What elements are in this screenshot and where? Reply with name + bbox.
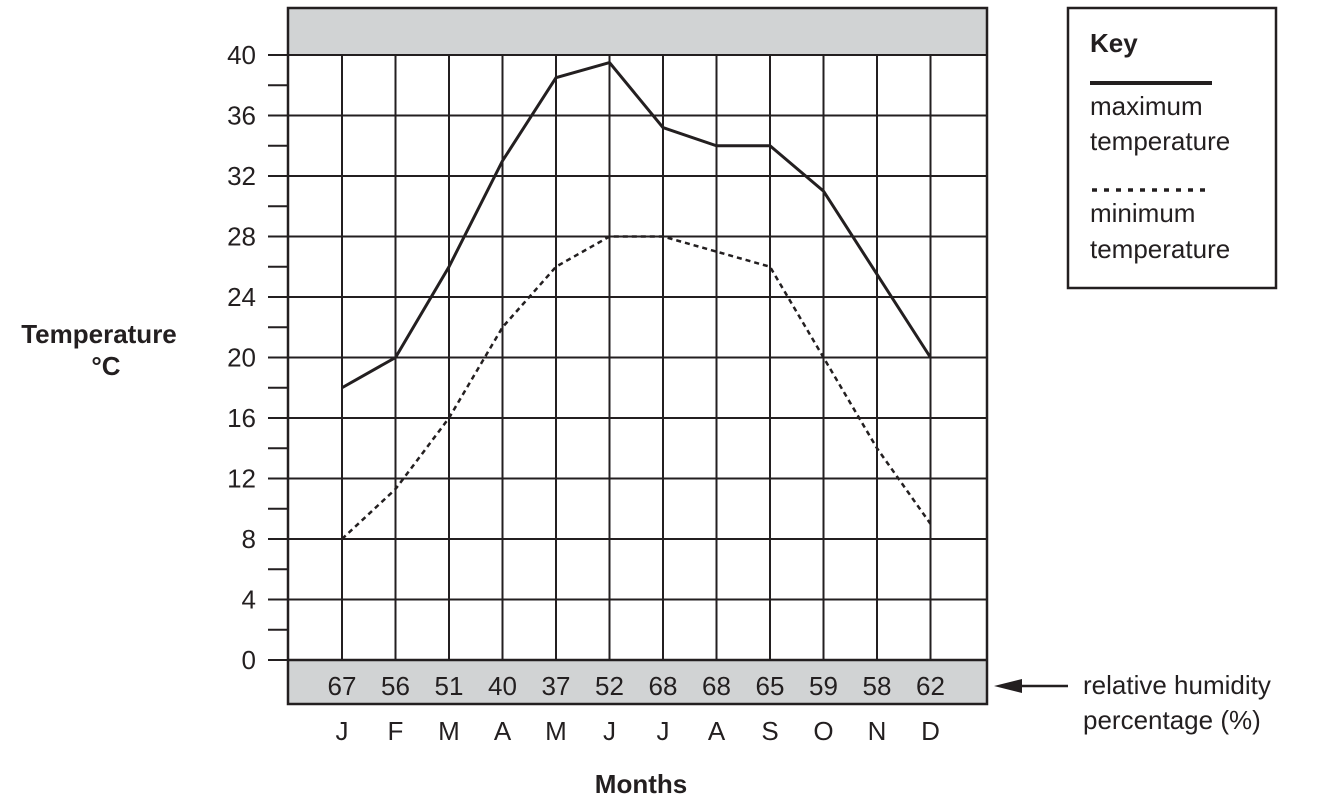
humidity-value: 67 [328,671,357,701]
legend-title: Key [1090,28,1138,58]
y-tick-label: 28 [227,222,256,252]
humidity-value: 62 [916,671,945,701]
humidity-value: 59 [809,671,838,701]
humidity-value: 51 [435,671,464,701]
y-axis-title-line2: °C [91,351,120,381]
minimum-temperature-line [341,235,932,540]
y-tick-label: 8 [242,524,256,554]
plot-frame [286,6,989,706]
x-tick-label: O [813,716,833,746]
y-tick-label: 0 [242,645,256,675]
x-tick-label: S [761,716,778,746]
legend-min-label-line1: minimum [1090,198,1195,228]
x-tick-label: M [438,716,460,746]
x-axis-title: Months [595,769,687,798]
y-tick-label: 32 [227,161,256,191]
humidity-value: 65 [756,671,785,701]
humidity-values: 67 56 51 40 37 52 68 68 65 59 58 62 [328,671,945,701]
legend: Key maximum temperature minimum temperat… [1066,6,1278,290]
y-axis-ticks: 0 4 8 12 16 20 24 28 32 36 40 [227,40,288,675]
x-tick-label: A [494,716,512,746]
x-tick-label: J [657,716,670,746]
maximum-temperature-line [341,60,932,390]
y-tick-label: 24 [227,282,256,312]
x-tick-label: J [336,716,349,746]
x-tick-label: M [545,716,567,746]
humidity-value: 40 [488,671,517,701]
grid [288,54,987,662]
y-tick-label: 36 [227,101,256,131]
humidity-band [288,660,987,704]
y-tick-label: 40 [227,40,256,70]
series-lines [341,60,932,540]
humidity-arrow-head [994,679,1022,693]
humidity-label-line1: relative humidity [1083,670,1271,700]
humidity-value: 68 [702,671,731,701]
humidity-value: 56 [381,671,410,701]
humidity-value: 68 [649,671,678,701]
y-tick-label: 12 [227,464,256,494]
legend-max-label-line2: temperature [1090,126,1230,156]
x-tick-label: N [868,716,887,746]
humidity-value: 58 [863,671,892,701]
x-tick-label: F [388,716,404,746]
legend-box [1066,6,1278,290]
humidity-value: 37 [542,671,571,701]
y-tick-label: 4 [242,585,256,615]
legend-min-label-line2: temperature [1090,234,1230,264]
humidity-label-line2: percentage (%) [1083,705,1261,735]
legend-max-label-line1: maximum [1090,91,1203,121]
humidity-pointer: relative humidity percentage (%) [994,670,1271,735]
x-tick-label: D [921,716,940,746]
y-axis-title-line1: Temperature [21,319,177,349]
top-band [288,8,987,55]
x-tick-label: A [708,716,726,746]
y-tick-label: 16 [227,403,256,433]
humidity-value: 52 [595,671,624,701]
x-tick-label: J [603,716,616,746]
y-tick-label: 20 [227,343,256,373]
